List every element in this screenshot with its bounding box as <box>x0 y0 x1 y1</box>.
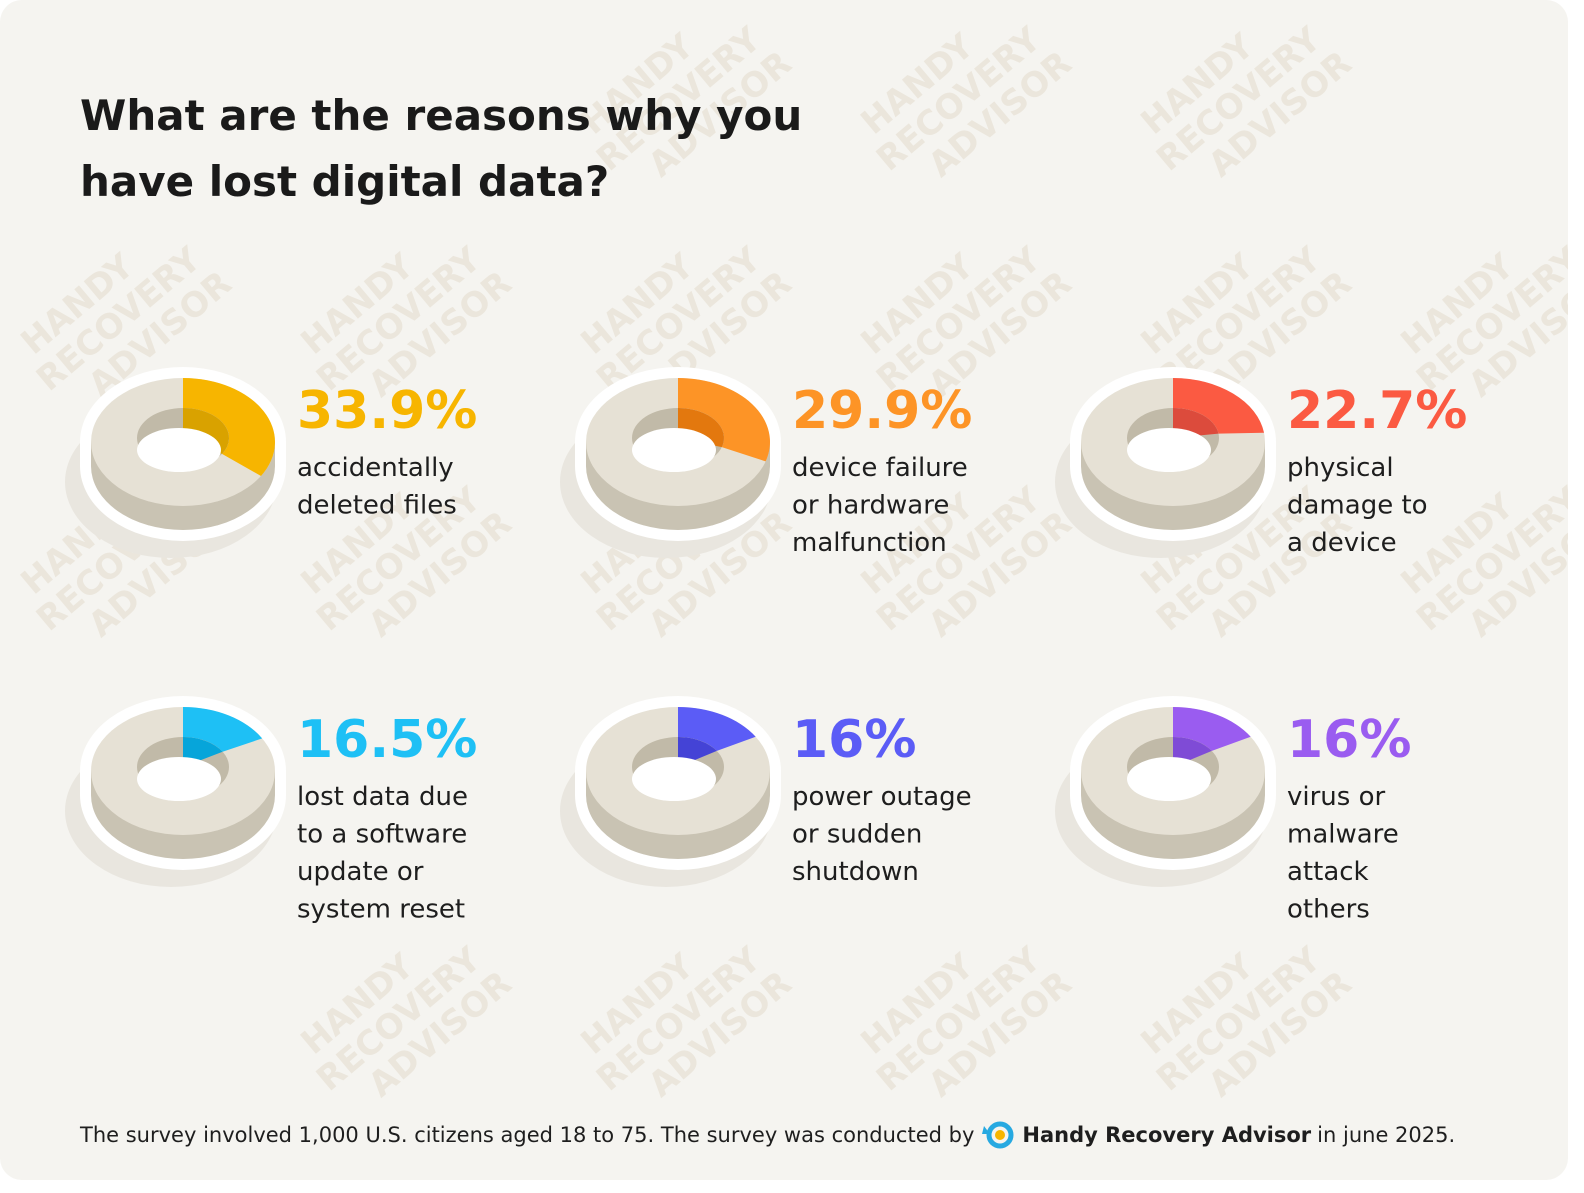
category-label: shutdown <box>792 857 919 887</box>
percent-label: 33.9% <box>297 381 477 441</box>
category-label: others <box>1287 895 1370 925</box>
category-label: damage to <box>1287 491 1428 521</box>
footnote-brand: Handy Recovery Advisor <box>1022 1123 1312 1147</box>
donut-hole-floor <box>632 428 716 472</box>
donut-hole-floor <box>1127 757 1211 801</box>
category-label: device failure <box>792 453 968 483</box>
category-label: attack <box>1287 857 1369 887</box>
donut-slice <box>678 378 770 462</box>
donut <box>1055 367 1276 558</box>
donut <box>65 367 286 558</box>
category-label: malware <box>1287 820 1399 850</box>
category-label: malfunction <box>792 528 947 558</box>
percent-label: 29.9% <box>792 381 972 441</box>
category-label: accidentally <box>297 453 454 483</box>
card: HANDY RECOVERY ADVISOR HANDY RECOVERY ADVISOR… <box>0 0 1568 1180</box>
category-label: or sudden <box>792 820 922 850</box>
donut <box>65 696 286 887</box>
donut-slice <box>1173 707 1251 751</box>
footnote-text: in june 2025. <box>1317 1123 1456 1147</box>
category-label: system reset <box>297 895 465 925</box>
category-label: to a software <box>297 820 467 850</box>
percent-label: 16% <box>1287 710 1411 770</box>
donut-slice <box>1173 378 1265 434</box>
donut-slice <box>183 378 276 476</box>
donut-slice <box>183 707 263 752</box>
logo-icon <box>982 1121 1014 1149</box>
donut-slice <box>678 707 756 751</box>
title-line: have lost digital data? <box>80 157 609 206</box>
footnote: The survey involved 1,000 U.S. citizens … <box>80 1120 1455 1150</box>
donut <box>560 367 781 558</box>
category-label: a device <box>1287 528 1397 558</box>
donut-hole-floor <box>632 757 716 801</box>
percent-label: 16.5% <box>297 710 477 770</box>
donut-hole-floor <box>137 757 221 801</box>
footnote-text: The survey involved 1,000 U.S. citizens … <box>80 1123 975 1147</box>
donut-hole-floor <box>1127 428 1211 472</box>
category-label: lost data due <box>297 782 468 812</box>
donut <box>1055 696 1276 887</box>
donut-hole-floor <box>137 428 221 472</box>
category-label: or hardware <box>792 491 949 521</box>
percent-label: 22.7% <box>1287 381 1467 441</box>
category-label: deleted files <box>297 491 457 521</box>
title-line: What are the reasons why you <box>80 91 802 140</box>
category-label: update or <box>297 857 424 887</box>
category-label: virus or <box>1287 782 1385 812</box>
category-label: power outage <box>792 782 972 812</box>
percent-label: 16% <box>792 710 916 770</box>
donut <box>560 696 781 887</box>
category-label: physical <box>1287 453 1394 483</box>
